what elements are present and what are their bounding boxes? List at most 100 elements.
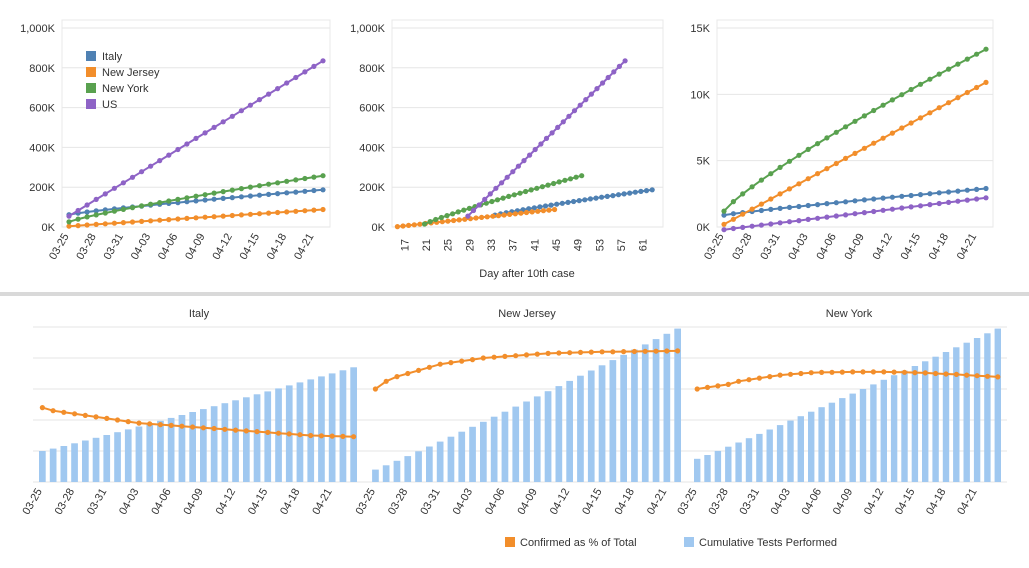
data-point-italy (805, 202, 811, 209)
data-point-italy (531, 205, 537, 211)
data-point-new-york (284, 178, 290, 184)
data-point-italy (955, 188, 961, 194)
bar-cumulative-tests (232, 400, 239, 482)
data-point-us (622, 58, 628, 64)
x-tick-label: 03-28 (53, 487, 77, 517)
bar-cumulative-tests (135, 426, 143, 482)
x-tick-label: 04-15 (246, 487, 270, 517)
data-point-italy (880, 195, 886, 201)
data-point-new-york (175, 196, 181, 202)
bar-cumulative-tests (157, 420, 164, 482)
data-point-us (555, 124, 561, 130)
data-point-italy (964, 187, 970, 193)
data-point-italy (542, 203, 549, 209)
data-point-new-jersey (777, 191, 783, 197)
data-point-italy (284, 190, 290, 196)
bar-cumulative-tests (870, 384, 877, 482)
bar-cumulative-tests (382, 465, 390, 482)
data-point-new-jersey (411, 222, 417, 228)
top-left-legend: Italy New Jersey New York US (86, 51, 160, 111)
data-point-us (211, 124, 217, 130)
data-point-us (302, 69, 308, 75)
bar-cumulative-tests (911, 366, 919, 482)
x-tick-label: 04-15 (580, 487, 604, 517)
data-point-us (75, 207, 81, 214)
bar-cumulative-tests (39, 451, 46, 482)
data-point-us (964, 197, 970, 203)
data-point-new-york (500, 195, 506, 201)
data-point-new-jersey (833, 160, 839, 167)
data-point-confirmed-pct (448, 360, 454, 366)
data-point-new-jersey (456, 217, 462, 223)
data-point-new-jersey (946, 100, 952, 106)
bar-cumulative-tests (426, 446, 433, 482)
x-tick-label: 04-09 (182, 487, 206, 517)
data-point-new-jersey (512, 211, 518, 217)
chart-bottom-new-york: 03-25 03-28 03-31 04-03 04-06 04-09 04-12 04-15… (675, 328, 1001, 517)
data-point-new-york (211, 190, 217, 196)
data-point-confirmed-pct (351, 434, 357, 440)
data-point-new-jersey (730, 216, 737, 222)
data-point-us (861, 210, 868, 216)
data-point-new-jersey (495, 213, 502, 219)
bar-cumulative-tests (735, 442, 742, 482)
data-point-new-jersey (229, 212, 235, 219)
data-point-confirmed-pct (405, 370, 411, 377)
data-point-new-york (75, 216, 81, 222)
data-point-confirmed-pct (819, 369, 825, 375)
data-point-new-york (815, 141, 821, 147)
data-point-confirmed-pct (777, 372, 783, 378)
data-point-us (908, 204, 914, 210)
data-point-new-york (730, 199, 737, 205)
y-tick-label: 600K (29, 103, 55, 115)
data-point-new-york (917, 81, 924, 87)
data-point-new-jersey (220, 213, 226, 219)
y-tick-label: 600K (359, 103, 385, 115)
data-point-us (202, 130, 208, 136)
data-point-new-jersey (302, 208, 308, 214)
bar-cumulative-tests (566, 380, 573, 482)
data-point-us (504, 174, 510, 180)
x-tick-label: 04-03 (117, 487, 141, 517)
series-line-confirmed-pct (697, 370, 998, 390)
data-point-us (560, 119, 566, 125)
y-tick-label: 5K (697, 156, 711, 168)
data-point-us (824, 214, 830, 220)
data-point-us (111, 185, 117, 191)
data-point-new-jersey (275, 209, 281, 216)
data-point-confirmed-pct (147, 421, 153, 427)
data-point-new-york (102, 210, 108, 216)
data-point-new-jersey (400, 223, 406, 229)
data-point-new-jersey (157, 217, 163, 223)
data-point-new-jersey (193, 215, 199, 221)
data-point-new-jersey (473, 215, 479, 221)
y-tick-label: 400K (29, 142, 55, 154)
data-point-new-jersey (908, 120, 914, 126)
data-point-italy (311, 187, 317, 194)
data-point-confirmed-pct (318, 433, 324, 439)
data-point-new-york (824, 135, 830, 141)
data-point-confirmed-pct (715, 383, 721, 389)
data-point-new-york (955, 61, 961, 67)
data-point-us (805, 216, 811, 222)
bottom-legend: Confirmed as % of Total Cumulative Tests… (505, 537, 837, 549)
data-point-new-jersey (843, 155, 849, 161)
bar-cumulative-tests (350, 367, 357, 482)
bar-cumulative-tests (469, 426, 476, 482)
data-point-confirmed-pct (340, 433, 346, 439)
data-point-new-york (721, 208, 727, 214)
data-point-new-york (786, 158, 793, 164)
data-point-confirmed-pct (588, 349, 594, 355)
legend-swatch-us (86, 99, 96, 109)
data-point-us (157, 158, 163, 164)
y-tick-label: 1,000K (350, 23, 386, 35)
data-point-us (527, 152, 533, 158)
data-point-new-jersey (546, 207, 552, 213)
data-point-us (889, 206, 896, 212)
data-point-new-york (880, 102, 886, 108)
data-point-confirmed-pct (190, 424, 196, 430)
data-point-new-york (528, 187, 534, 193)
data-point-new-jersey (518, 210, 524, 216)
bar-cumulative-tests (663, 333, 671, 482)
